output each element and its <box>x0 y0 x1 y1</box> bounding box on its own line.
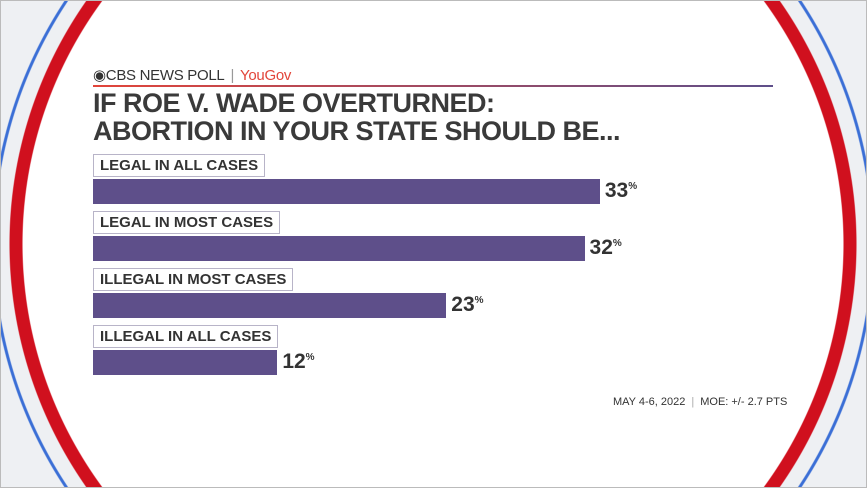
bar <box>93 179 600 204</box>
chart-title: IF ROE V. WADE OVERTURNED: ABORTION IN Y… <box>93 88 621 146</box>
header-rule <box>93 85 773 87</box>
brand-partner: YouGov <box>240 67 292 84</box>
value-label: 12% <box>282 350 314 374</box>
title-line-2: ABORTION IN YOUR STATE SHOULD BE... <box>93 116 621 146</box>
value-label: 23% <box>451 293 483 317</box>
value-unit: % <box>612 238 622 249</box>
value-label: 32% <box>590 236 622 260</box>
category-label: LEGAL IN ALL CASES <box>93 154 266 177</box>
value-unit: % <box>305 352 315 363</box>
footer: MAY 4-6, 2022 | MOE: +/- 2.7 PTS <box>613 396 788 408</box>
value-number: 23 <box>451 293 475 316</box>
value-unit: % <box>628 181 638 192</box>
bar <box>93 350 278 375</box>
category-label: ILLEGAL IN ALL CASES <box>93 325 279 348</box>
value-number: 33 <box>604 179 629 202</box>
brand-line: ◉CBS NEWS POLL | YouGov <box>93 67 292 84</box>
value-number: 12 <box>282 350 306 373</box>
value-number: 32 <box>589 236 613 259</box>
brand-network: CBS NEWS POLL <box>105 67 225 84</box>
margin-of-error: MOE: +/- 2.7 PTS <box>700 396 788 408</box>
poll-date: MAY 4-6, 2022 <box>613 396 686 408</box>
title-line-1: IF ROE V. WADE OVERTURNED: <box>93 88 495 118</box>
value-label: 33% <box>605 179 637 203</box>
cbs-eye-icon: ◉ <box>93 67 106 84</box>
category-label: ILLEGAL IN MOST CASES <box>93 268 294 291</box>
bar <box>93 293 447 318</box>
value-unit: % <box>474 295 484 306</box>
bar <box>93 236 585 261</box>
category-label: LEGAL IN MOST CASES <box>93 211 281 234</box>
